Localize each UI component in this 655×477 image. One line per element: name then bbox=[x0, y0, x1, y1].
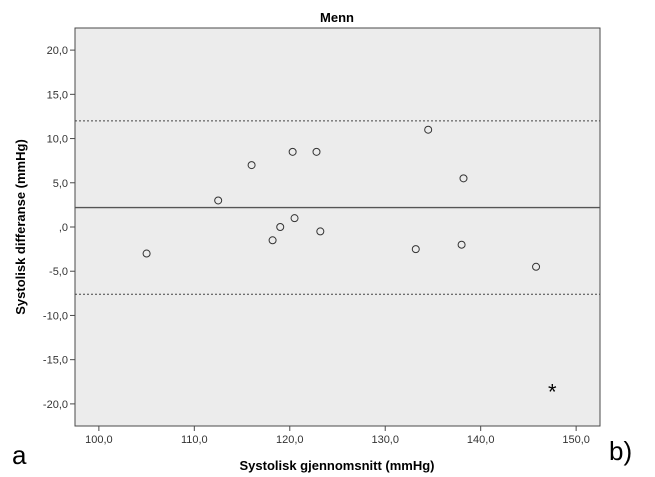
x-tick-label: 130,0 bbox=[371, 434, 399, 446]
data-point bbox=[268, 236, 277, 245]
x-tick-label: 110,0 bbox=[181, 434, 208, 446]
data-point bbox=[276, 223, 285, 231]
data-point bbox=[312, 147, 321, 156]
data-point bbox=[247, 161, 256, 170]
panel-label-b: b) bbox=[609, 436, 633, 466]
data-point bbox=[214, 196, 223, 205]
annotations: * bbox=[548, 380, 557, 405]
data-point bbox=[457, 240, 466, 249]
x-axis-ticks: 100,0 110,0 120,0 130,0 140,0 150,0 bbox=[85, 426, 590, 446]
y-axis-ticks: 20,0 15,0 10,0 5,0 ,0 -5,0 -10,0 -15,0 -20,0 bbox=[43, 45, 75, 411]
reference-lines bbox=[75, 120, 600, 295]
data-point bbox=[142, 249, 151, 258]
y-axis-label: Systolisk differanse (mmHg) bbox=[13, 139, 28, 315]
data-point bbox=[288, 147, 297, 156]
x-axis-label: Systolisk gjennomsnitt (mmHg) bbox=[239, 458, 434, 473]
data-point bbox=[316, 227, 325, 236]
data-point bbox=[424, 125, 433, 134]
y-tick-label: -15,0 bbox=[43, 355, 68, 367]
annotation-star: * bbox=[548, 380, 557, 405]
y-tick-label: -5,0 bbox=[49, 266, 68, 278]
y-tick-label: 10,0 bbox=[47, 134, 68, 146]
x-tick-label: 120,0 bbox=[276, 434, 304, 446]
data-point bbox=[459, 174, 468, 183]
chart-title: Menn bbox=[320, 10, 354, 25]
y-tick-label: -20,0 bbox=[43, 399, 68, 411]
y-tick-label: 20,0 bbox=[47, 45, 68, 57]
plot-background bbox=[74, 27, 601, 427]
y-tick-label: 15,0 bbox=[47, 89, 68, 101]
y-tick-label: 5,0 bbox=[53, 178, 68, 190]
x-tick-label: 100,0 bbox=[85, 434, 113, 446]
data-point bbox=[411, 245, 420, 254]
y-tick-label: ,0 bbox=[59, 222, 68, 234]
data-point bbox=[532, 262, 541, 271]
x-tick-label: 150,0 bbox=[562, 434, 590, 446]
y-tick-label: -10,0 bbox=[43, 310, 68, 322]
data-point bbox=[290, 214, 299, 223]
panel-label-a: a bbox=[12, 440, 27, 470]
data-points bbox=[142, 125, 541, 271]
x-tick-label: 140,0 bbox=[467, 434, 495, 446]
